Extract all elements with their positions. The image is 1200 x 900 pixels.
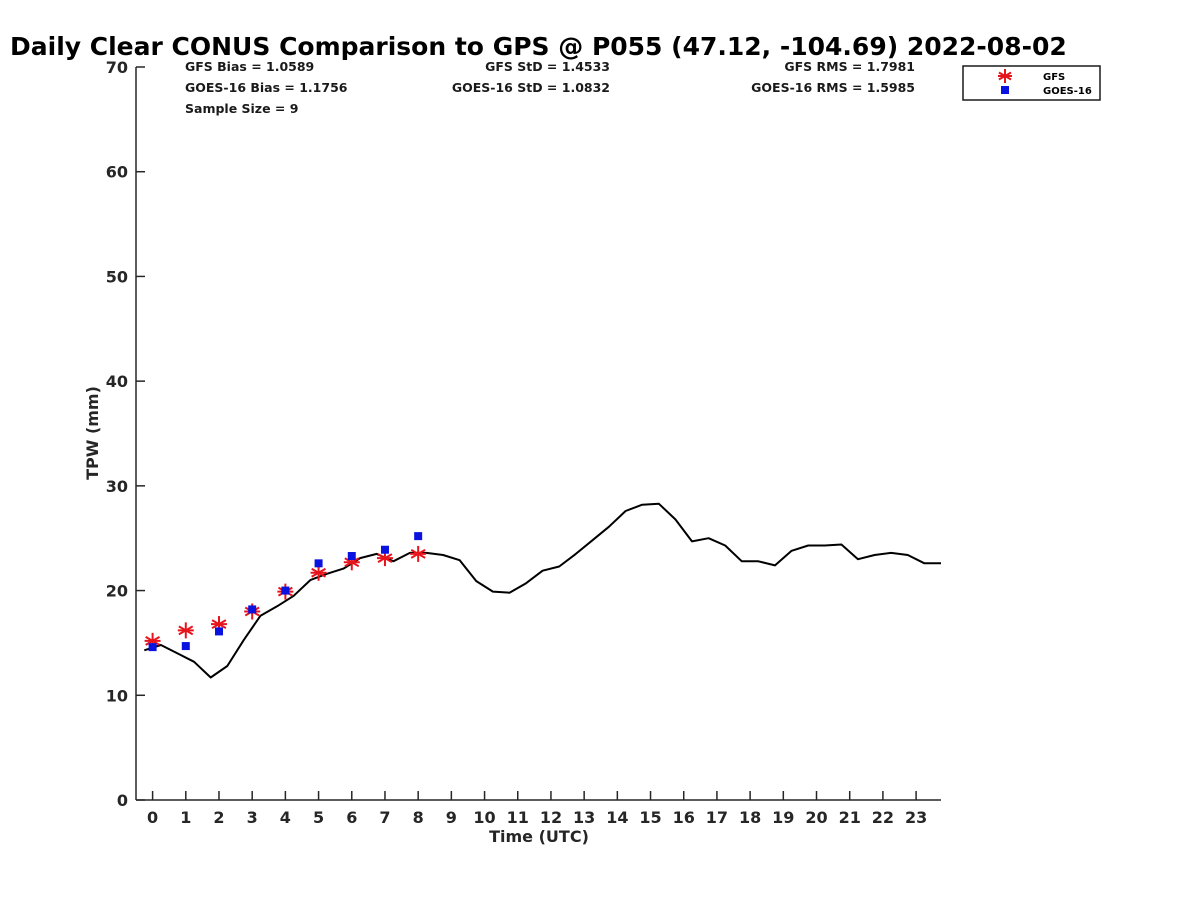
x-tick-label: 7 [379,808,390,827]
x-tick-label: 2 [213,808,224,827]
y-tick-label: 40 [106,372,128,391]
x-tick-label: 9 [446,808,457,827]
gfs-std-text: GFS StD = 1.4533 [485,59,610,74]
legend-goes-label: GOES-16 [1043,86,1092,97]
goes-point [347,552,356,561]
y-tick-label: 70 [106,58,128,77]
x-tick-label: 11 [507,808,529,827]
x-tick-label: 14 [606,808,628,827]
gfs-point [376,550,393,567]
x-tick-label: 23 [905,808,927,827]
x-tick-label: 20 [805,808,827,827]
goes-point [414,532,423,541]
gfs-point [210,616,227,633]
y-tick-label: 50 [106,267,128,286]
x-tick-label: 1 [180,808,191,827]
x-tick-label: 22 [872,808,894,827]
chart-title: Daily Clear CONUS Comparison to GPS @ P0… [10,32,1067,61]
y-tick-label: 10 [106,686,128,705]
legend-gfs-asterisk [998,69,1012,83]
gfs-rms-text: GFS RMS = 1.7981 [784,59,915,74]
y-tick-label: 30 [106,477,128,496]
goes-std-text: GOES-16 StD = 1.0832 [452,80,610,95]
x-axis-label: Time (UTC) [489,827,589,846]
stats-block: GFS Bias = 1.0589 GOES-16 Bias = 1.1756 … [185,59,915,116]
x-tick-label: 0 [147,808,158,827]
x-tick-label: 4 [280,808,291,827]
x-tick-label: 15 [639,808,661,827]
x-tick-label: 19 [772,808,794,827]
goes-point [148,643,157,652]
sample-size-text: Sample Size = 9 [185,101,298,116]
gfs-point [410,545,427,562]
x-tick-label: 13 [573,808,595,827]
goes-point [380,545,389,554]
x-tick-label: 6 [346,808,357,827]
legend-gfs-label: GFS [1043,72,1065,83]
gfs-point [310,564,327,581]
y-tick-label: 0 [117,791,128,810]
x-tick-label: 18 [739,808,761,827]
x-tick-label: 5 [313,808,324,827]
x-tick-label: 17 [706,808,728,827]
y-axis-label: TPW (mm) [83,386,102,480]
legend-box [962,65,1101,101]
goes-point [314,559,323,568]
goes-point [214,627,223,636]
x-tick-label: 8 [413,808,424,827]
gfs-point [177,622,194,639]
goes-rms-text: GOES-16 RMS = 1.5985 [751,80,915,95]
gfs-bias-text: GFS Bias = 1.0589 [185,59,314,74]
gps-series-line [143,502,941,679]
legend-gfs-asterisk-icon [998,69,1012,83]
plot-area [143,502,941,679]
legend: GFS GOES-16 [962,65,1101,101]
goes-point [281,586,290,595]
y-tick-label: 20 [106,582,128,601]
y-tick-label: 60 [106,163,128,182]
x-tick-label: 3 [247,808,258,827]
goes-point [181,642,190,651]
x-tick-label: 10 [473,808,495,827]
legend-goes-square-icon [1001,86,1009,94]
goes-point [248,605,257,614]
x-tick-label: 21 [839,808,861,827]
x-tick-label: 16 [673,808,695,827]
x-tick-label: 12 [540,808,562,827]
goes-bias-text: GOES-16 Bias = 1.1756 [185,80,348,95]
